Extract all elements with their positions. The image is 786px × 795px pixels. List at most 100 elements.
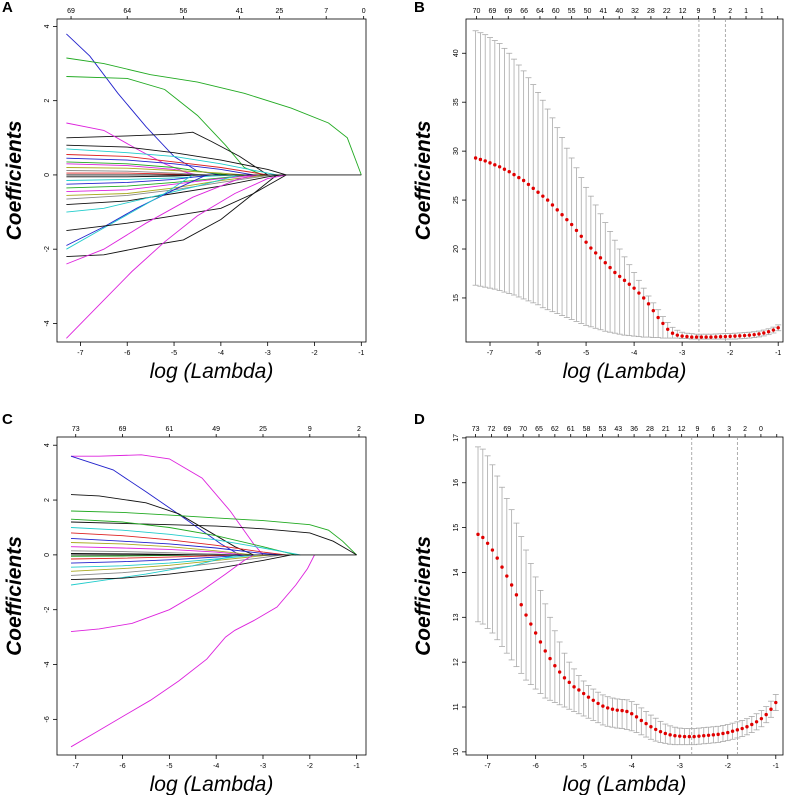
mean-point — [714, 335, 718, 339]
x-axis-title: log (Lambda) — [150, 773, 274, 795]
x-tick-label: -1 — [775, 350, 781, 357]
top-tick-label: 61 — [165, 426, 173, 433]
mean-point — [678, 734, 682, 738]
top-tick-label: 36 — [630, 426, 638, 433]
mean-point — [622, 278, 627, 283]
panel-a: A -7 -6 -5 -4 -3 -2 -1 -4 -2 0 2 4 69 64 56 41 25 7 0 log (… — [2, 0, 367, 383]
x-axis-title: log (Lambda) — [150, 360, 274, 383]
mean-point — [654, 727, 658, 732]
mean-point — [625, 709, 629, 714]
mean-point — [603, 261, 607, 265]
y-tick-label: -4 — [44, 661, 51, 667]
mean-point — [658, 729, 663, 734]
mean-point — [519, 603, 523, 607]
panel-label-d: D — [414, 411, 425, 428]
mean-point — [617, 274, 622, 279]
mean-point — [644, 721, 648, 726]
mean-point — [505, 574, 509, 578]
mean-point — [509, 583, 514, 587]
top-tick-label: 55 — [568, 8, 576, 15]
plot-frame — [465, 436, 784, 756]
coefficient-path — [66, 163, 198, 176]
mean-point — [531, 186, 535, 191]
mean-point — [764, 712, 768, 717]
mean-point — [730, 729, 735, 733]
coefficient-path — [66, 174, 287, 339]
coefficient-path — [66, 174, 203, 178]
mean-point — [632, 286, 636, 290]
x-tick-label: -3 — [677, 763, 683, 770]
x-tick-label: -7 — [73, 763, 79, 770]
mean-point — [550, 203, 555, 207]
top-tick-label: 65 — [535, 426, 543, 433]
mean-point — [584, 240, 588, 244]
mean-point — [742, 333, 747, 338]
mean-point — [620, 708, 624, 713]
mean-point — [507, 169, 511, 174]
mean-point — [649, 725, 653, 729]
mean-point — [675, 333, 680, 337]
coefficient-path — [66, 76, 264, 176]
mean-point — [771, 328, 776, 332]
mean-point — [517, 175, 521, 180]
y-tick-label: 35 — [453, 98, 460, 106]
coefficient-path — [66, 157, 254, 176]
y-tick-label: 16 — [453, 479, 460, 487]
y-tick-label: 20 — [453, 245, 460, 253]
mean-point — [543, 649, 547, 653]
x-tick-label: -1 — [358, 350, 364, 357]
mean-point — [478, 157, 483, 162]
mean-point — [750, 722, 754, 727]
mean-point — [521, 178, 526, 183]
mean-point — [762, 331, 766, 335]
mean-point — [562, 676, 567, 680]
coefficient-path — [66, 167, 245, 176]
top-tick-label: 70 — [473, 8, 481, 15]
top-tick-label: 28 — [646, 426, 654, 433]
mean-point — [555, 208, 559, 212]
top-tick-label: 28 — [647, 8, 655, 15]
y-tick-label: 0 — [44, 553, 51, 557]
top-tick-label: 66 — [520, 8, 528, 15]
mean-point — [593, 251, 598, 255]
mean-point — [500, 565, 504, 569]
mean-point — [728, 334, 732, 339]
coefficient-path — [70, 554, 282, 576]
mean-point — [495, 556, 499, 560]
x-tick-label: -6 — [119, 763, 125, 770]
mean-point — [589, 246, 593, 250]
mean-point — [766, 330, 771, 334]
mean-point — [497, 165, 502, 169]
mean-point — [548, 656, 552, 661]
mean-point — [596, 701, 600, 706]
coefficient-path — [66, 174, 207, 246]
coefficient-path — [70, 542, 254, 556]
mean-point — [759, 716, 764, 721]
coefficient-path — [66, 174, 259, 193]
mean-point — [656, 315, 660, 320]
coefficient-path — [71, 454, 264, 556]
plot-frame — [56, 18, 367, 343]
mean-point — [610, 707, 615, 711]
mean-point — [524, 613, 528, 617]
coefficient-path — [70, 527, 301, 556]
top-tick-label: 58 — [583, 426, 591, 433]
mean-point — [745, 725, 749, 729]
top-tick-label: 73 — [72, 426, 80, 433]
top-tick-label: 9 — [696, 426, 700, 433]
x-tick-label: -6 — [535, 350, 541, 357]
mean-point — [646, 302, 651, 306]
mean-point — [637, 291, 641, 295]
coefficient-path — [66, 170, 207, 176]
x-tick-label: -5 — [171, 350, 177, 357]
y-tick-label: 15 — [453, 524, 460, 532]
top-tick-label: 3 — [727, 426, 731, 433]
mean-point — [605, 706, 610, 710]
mean-point — [608, 265, 612, 270]
mean-point — [711, 733, 716, 737]
x-tick-label: -2 — [727, 350, 733, 357]
x-tick-label: -6 — [124, 350, 130, 357]
mean-point — [514, 593, 519, 597]
mean-point — [680, 334, 684, 338]
